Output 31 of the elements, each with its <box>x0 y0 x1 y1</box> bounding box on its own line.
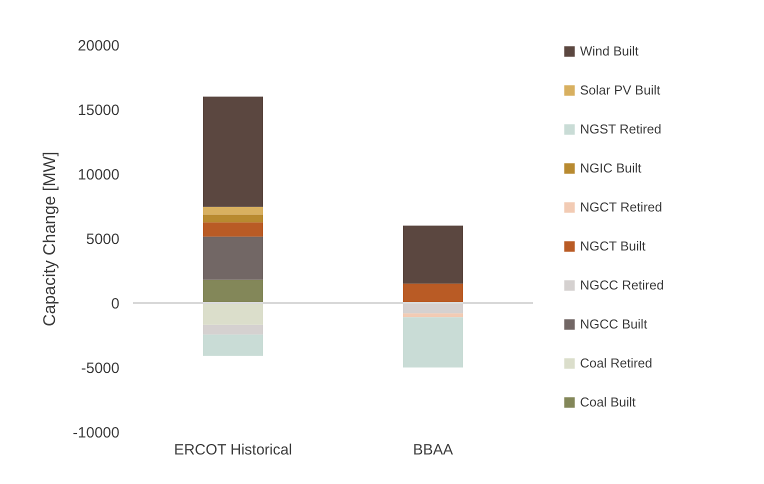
legend-label: Coal Built <box>580 394 636 410</box>
bar <box>203 96 263 207</box>
y-tick-label: -5000 <box>81 360 120 377</box>
y-tick-label: -10000 <box>72 424 120 442</box>
bar <box>203 206 263 215</box>
x-tick-label: ERCOT Historical <box>174 442 292 458</box>
bar <box>203 222 263 237</box>
legend-label: Solar PV Built <box>580 82 661 98</box>
y-tick-label: 20000 <box>78 38 120 54</box>
legend-label: NGST Retired <box>580 122 662 136</box>
y-tick-label: 15000 <box>78 102 120 119</box>
x-tick-label: BBAA <box>412 442 454 458</box>
bar <box>203 303 263 325</box>
y-axis-title: Capacity Change [MW] <box>40 152 59 326</box>
legend-label: NGCC Retired <box>580 278 664 292</box>
y-tick-label: 0 <box>111 296 120 312</box>
legend-label: Wind Built <box>580 44 639 58</box>
bar <box>203 280 263 303</box>
legend-label: NGCC Built <box>580 316 648 332</box>
bar <box>203 214 263 222</box>
bar <box>403 317 463 368</box>
legend-label: NGIC Built <box>580 160 642 176</box>
y-tick-label: 5000 <box>86 231 120 248</box>
bar <box>403 226 463 284</box>
y-tick-label: 10000 <box>78 166 120 184</box>
legend-label: NGCT Retired <box>580 200 662 214</box>
legend-label: NGCT Built <box>580 238 646 254</box>
bar <box>403 313 463 318</box>
legend-label: Coal Retired <box>580 356 652 370</box>
bar <box>203 236 263 280</box>
bar <box>403 284 463 303</box>
